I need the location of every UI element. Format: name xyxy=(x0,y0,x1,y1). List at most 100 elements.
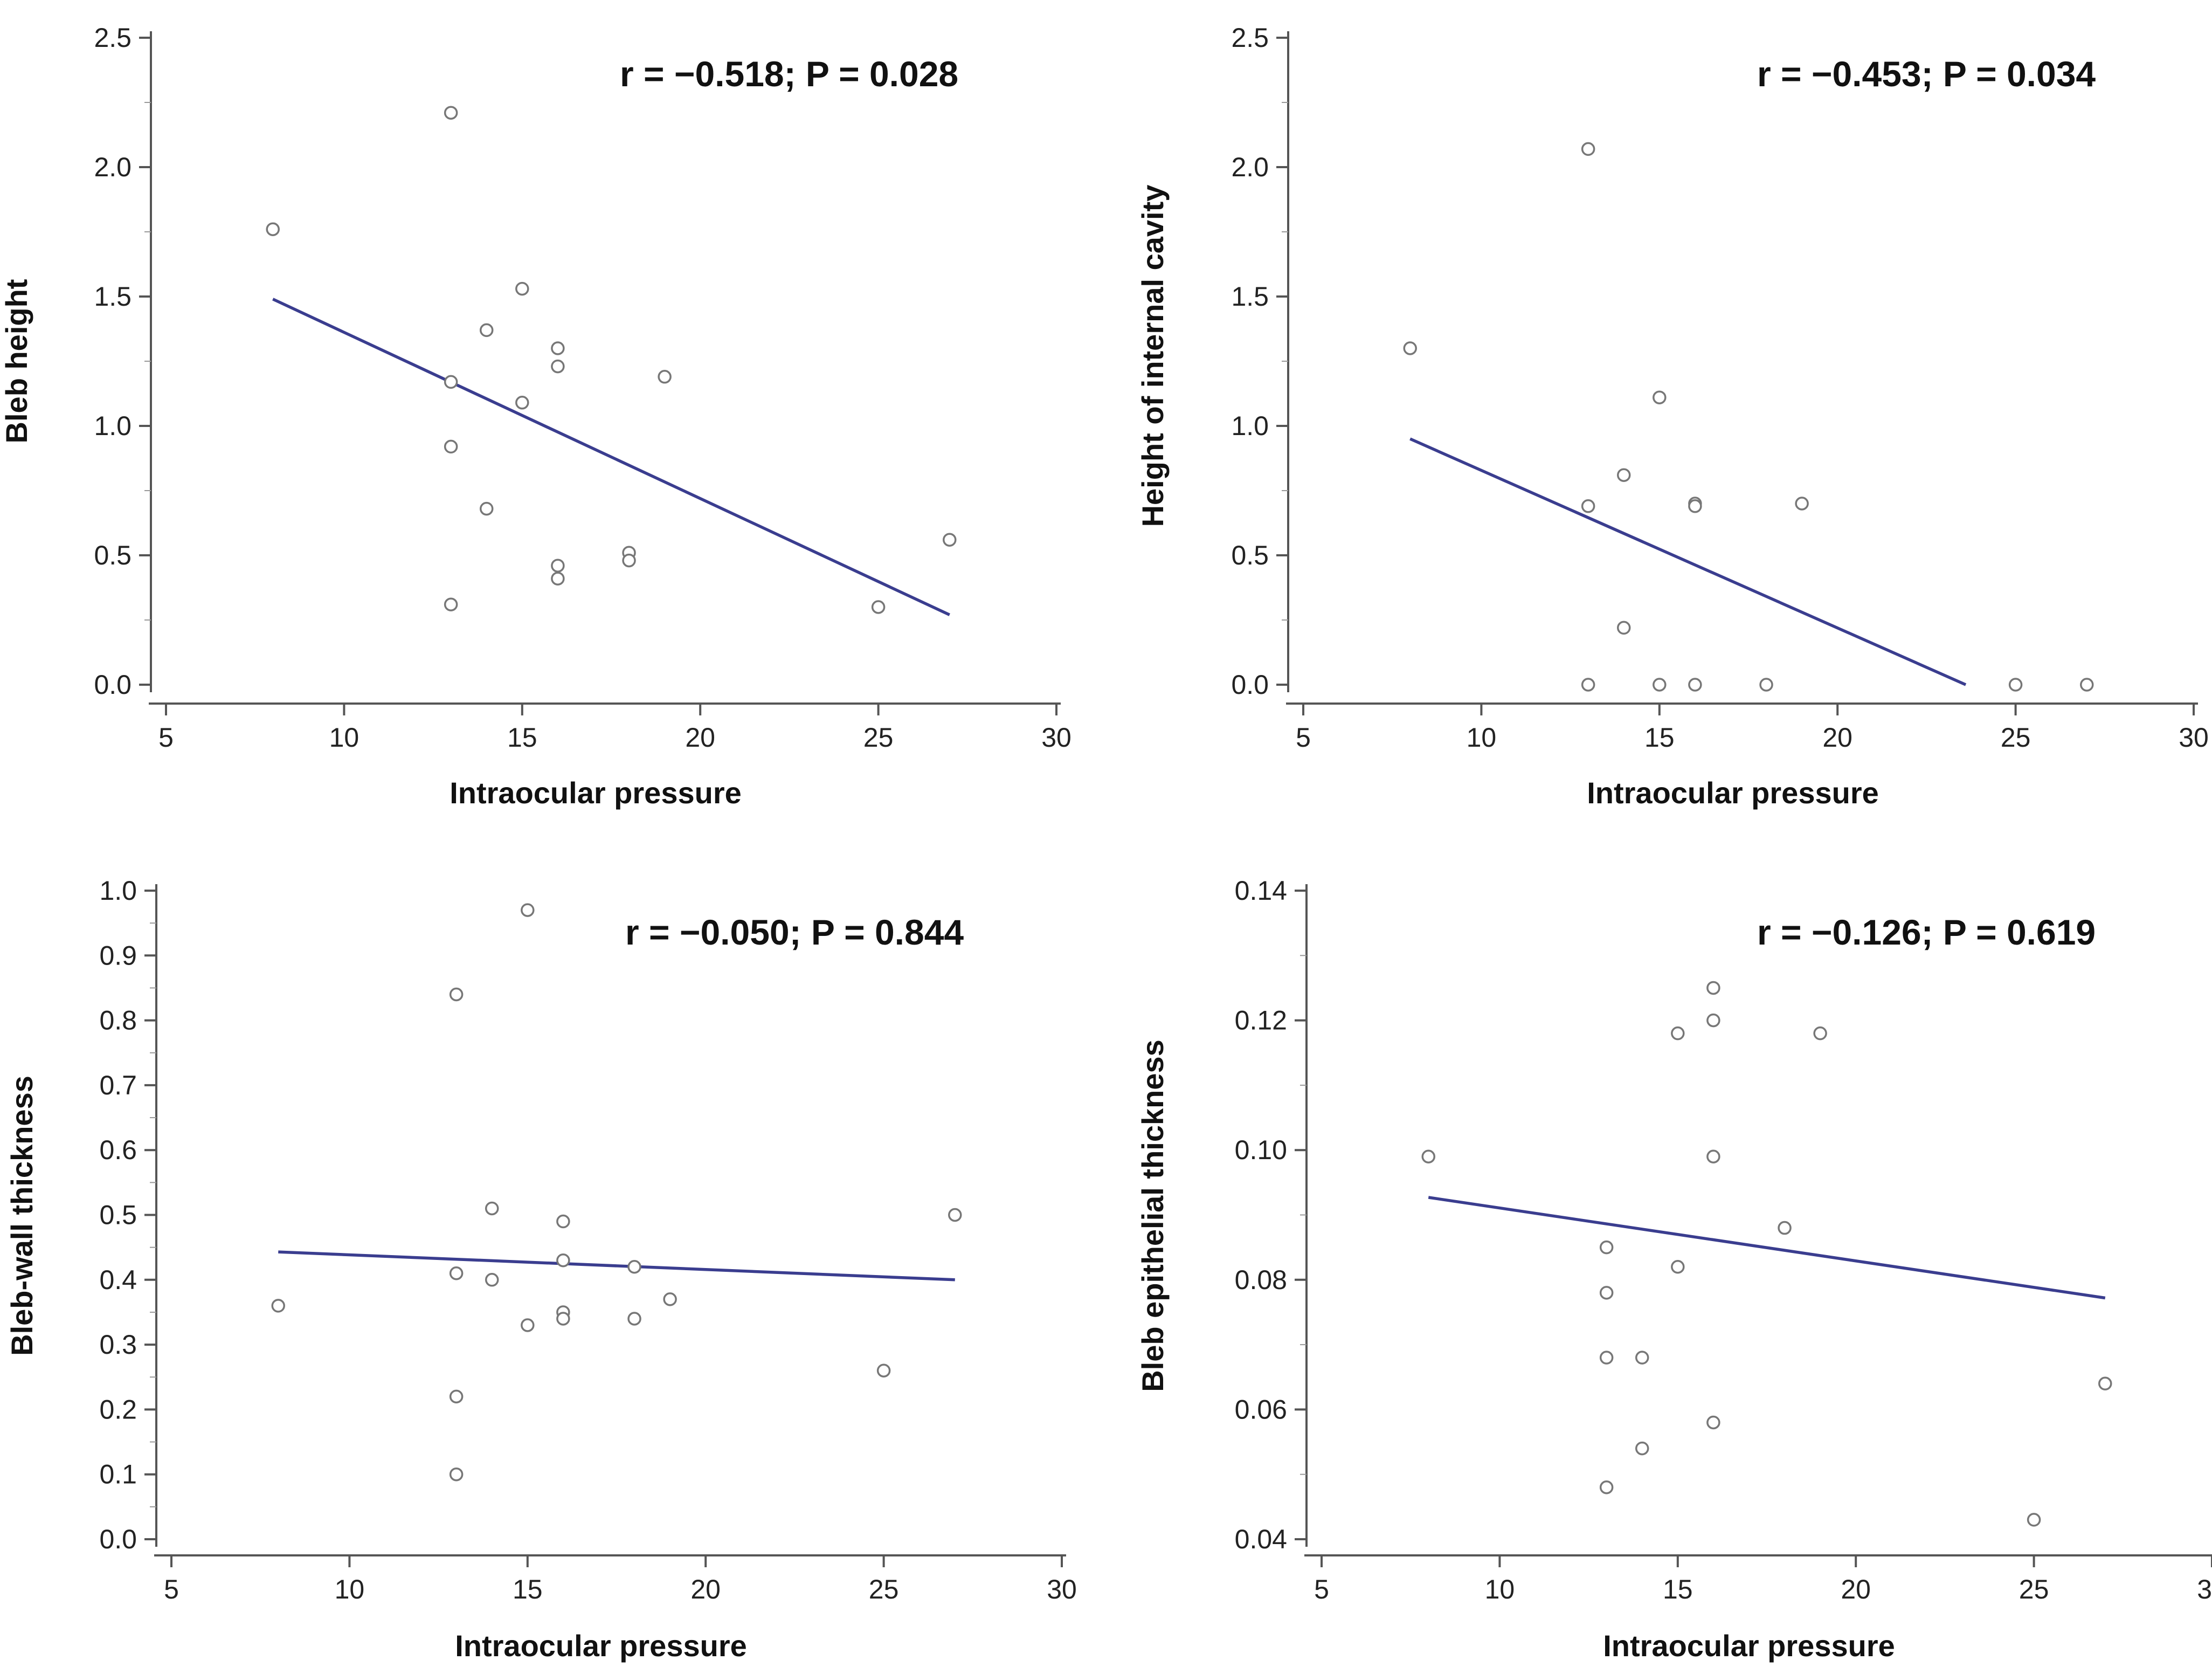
data-point xyxy=(1706,981,1720,995)
data-point xyxy=(876,1363,891,1377)
data-point xyxy=(551,359,565,374)
data-point xyxy=(1706,1149,1720,1163)
x-tick-label: 5 xyxy=(1296,722,1311,753)
x-tick-label: 15 xyxy=(513,1574,543,1604)
x-tick-label: 10 xyxy=(335,1574,365,1604)
y-axis-title: Bleb-wall thickness xyxy=(5,1076,39,1356)
data-point xyxy=(449,1266,464,1280)
data-point xyxy=(449,987,464,1002)
data-point xyxy=(2080,678,2094,692)
x-tick-label: 30 xyxy=(1047,1574,1077,1604)
y-axis-title: Bleb height xyxy=(0,279,33,444)
data-point xyxy=(1599,1240,1614,1255)
data-point xyxy=(1635,1441,1649,1456)
y-tick-label: 0.5 xyxy=(94,540,132,570)
y-tick-label: 2.0 xyxy=(94,152,132,182)
data-point xyxy=(444,106,458,120)
y-tick-label: 0.9 xyxy=(99,940,137,970)
data-point xyxy=(943,533,957,547)
data-point xyxy=(479,323,494,337)
data-point xyxy=(266,222,280,236)
regression-line xyxy=(1409,437,1967,686)
data-point xyxy=(1795,497,1809,511)
data-point xyxy=(479,501,494,516)
data-point xyxy=(627,1312,641,1326)
panel-bleb-height: 0.0 0.5 1.0 1.5 2.0 2.5 5 10 15 20 25 30 Intraocular… xyxy=(0,23,1072,810)
data-point xyxy=(1671,1026,1685,1041)
x-tick-label: 15 xyxy=(507,722,537,753)
y-tick-label: 0.0 xyxy=(1231,670,1269,700)
y-tick-label: 2.0 xyxy=(1231,152,1269,182)
data-point xyxy=(444,375,458,389)
data-point xyxy=(444,439,458,454)
panel-bleb-epithelial-thickness: 0.04 0.06 0.08 0.10 0.12 0.14 5 10 15 20 25 30 Intra… xyxy=(1136,876,2212,1663)
x-tick-label: 10 xyxy=(1467,722,1497,753)
data-point xyxy=(1688,499,1702,513)
data-point xyxy=(449,1389,464,1404)
x-axis-title: Intraocular pressure xyxy=(450,776,742,810)
data-point xyxy=(1671,1259,1685,1274)
panel-internal-cavity-height: 0.0 0.5 1.0 1.5 2.0 2.5 5 10 15 20 25 30 Intraocular… xyxy=(1136,23,2209,810)
y-tick-label: 0.08 xyxy=(1235,1265,1287,1295)
y-tick-label: 0.2 xyxy=(99,1394,137,1424)
data-point xyxy=(627,1259,641,1274)
y-tick-label: 0.7 xyxy=(99,1070,137,1100)
data-point xyxy=(1599,1480,1614,1494)
data-point xyxy=(1403,341,1417,355)
data-point xyxy=(1653,390,1667,404)
data-point xyxy=(2008,678,2023,692)
x-tick-label: 10 xyxy=(329,722,360,753)
data-point xyxy=(1778,1221,1792,1235)
x-tick-label: 5 xyxy=(164,1574,179,1604)
data-point xyxy=(515,396,529,410)
y-tick-label: 0.0 xyxy=(94,670,132,700)
correlation-annotation: r = −0.050; P = 0.844 xyxy=(625,912,964,952)
x-tick-label: 25 xyxy=(863,722,894,753)
data-point xyxy=(948,1208,962,1222)
data-point xyxy=(1653,678,1667,692)
x-tick-label: 20 xyxy=(685,722,715,753)
data-point xyxy=(551,341,565,355)
y-tick-label: 0.12 xyxy=(1235,1005,1287,1036)
data-point xyxy=(1599,1351,1614,1365)
regression-line xyxy=(1428,1196,2106,1300)
y-tick-label: 0.4 xyxy=(99,1265,137,1295)
data-point xyxy=(449,1467,464,1482)
data-point xyxy=(1599,1286,1614,1300)
data-point xyxy=(556,1312,570,1326)
y-tick-label: 0.1 xyxy=(99,1459,137,1490)
data-point xyxy=(485,1273,499,1287)
data-point xyxy=(485,1201,499,1216)
data-point xyxy=(1706,1415,1720,1430)
x-tick-label: 25 xyxy=(2019,1574,2049,1604)
y-tick-label: 0.10 xyxy=(1235,1135,1287,1165)
x-tick-label: 30 xyxy=(1041,722,1072,753)
data-point xyxy=(1616,621,1631,635)
data-point xyxy=(1421,1149,1435,1163)
y-tick-label: 1.0 xyxy=(1231,411,1269,441)
data-point xyxy=(2098,1376,2112,1391)
correlation-annotation: r = −0.518; P = 0.028 xyxy=(620,54,958,94)
y-tick-label: 1.5 xyxy=(94,281,132,312)
data-point xyxy=(1813,1026,1827,1041)
data-point xyxy=(515,281,529,296)
y-tick-label: 2.5 xyxy=(94,23,132,53)
y-tick-label: 0.6 xyxy=(99,1135,137,1165)
y-tick-label: 1.0 xyxy=(99,876,137,906)
x-axis-title: Intraocular pressure xyxy=(455,1629,747,1663)
x-tick-label: 20 xyxy=(690,1574,721,1604)
y-tick-label: 0.06 xyxy=(1235,1394,1287,1424)
data-point xyxy=(1635,1351,1649,1365)
y-tick-label: 1.0 xyxy=(94,411,132,441)
x-tick-label: 15 xyxy=(1644,722,1675,753)
y-axis-title: Height of internal cavity xyxy=(1136,185,1170,527)
x-axis-title: Intraocular pressure xyxy=(1587,776,1879,810)
data-point xyxy=(521,903,535,917)
data-point xyxy=(1581,142,1595,156)
y-tick-label: 0.5 xyxy=(1231,540,1269,570)
data-point xyxy=(658,370,672,384)
x-tick-label: 25 xyxy=(2001,722,2031,753)
y-tick-label: 0.8 xyxy=(99,1005,137,1036)
data-point xyxy=(1581,499,1595,513)
